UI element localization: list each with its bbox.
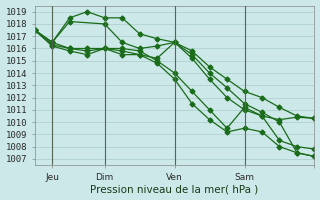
X-axis label: Pression niveau de la mer( hPa ): Pression niveau de la mer( hPa ) <box>91 184 259 194</box>
